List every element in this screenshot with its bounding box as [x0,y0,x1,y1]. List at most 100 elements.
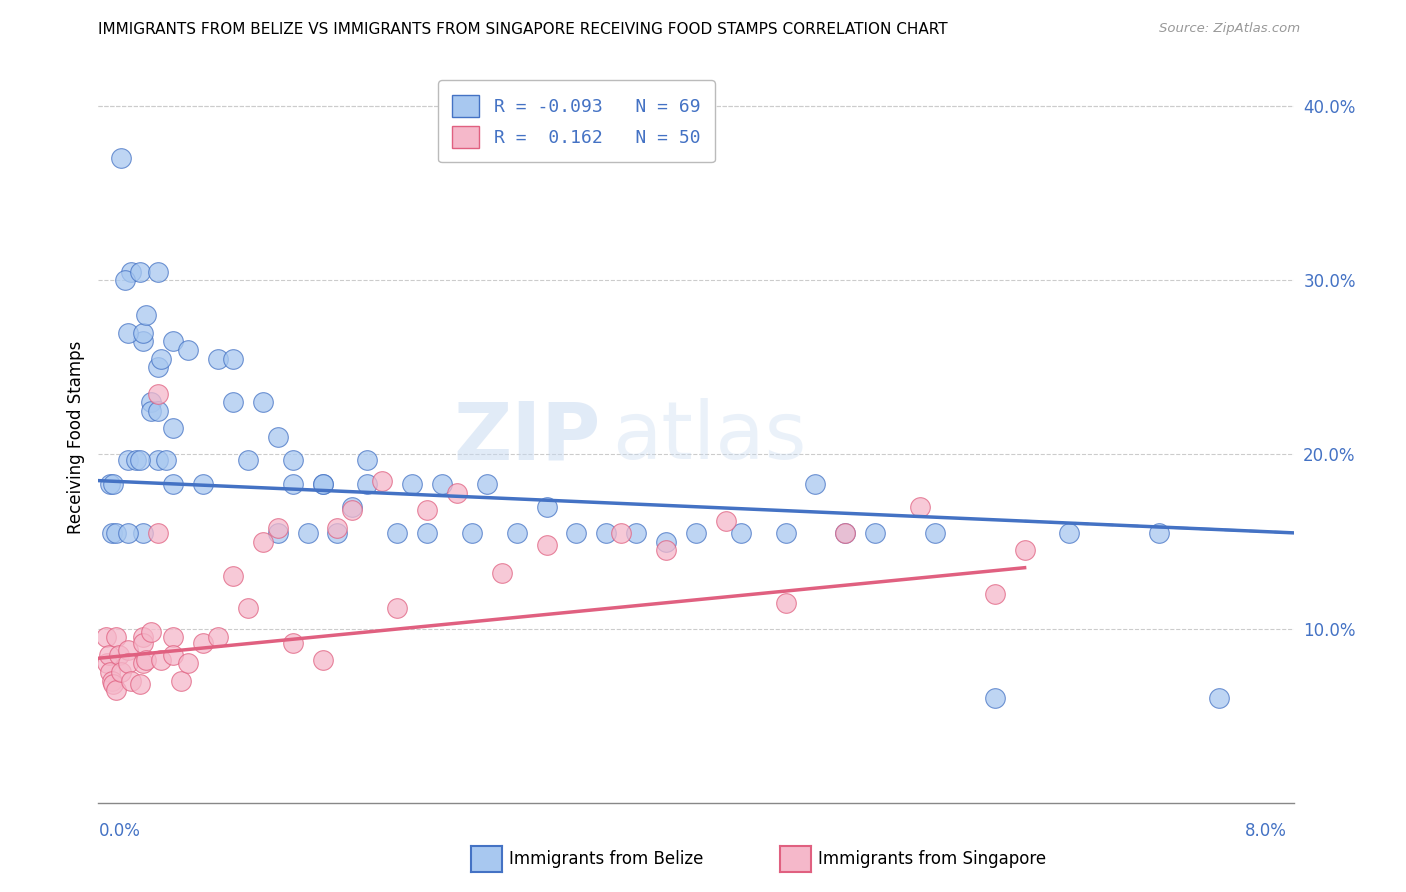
Point [97,648,120,662]
Point [117,642,139,657]
Point [132,326,155,340]
Point [139,395,162,409]
Point [177,343,200,357]
Point [105,631,128,645]
Point [385,525,409,540]
Point [155,452,177,467]
Point [1208,691,1230,706]
Point [132,525,155,540]
Point [148,386,170,401]
Point [132,657,155,671]
Point [129,677,152,691]
Point [117,326,139,340]
Point [804,477,827,491]
Point [252,534,274,549]
Point [565,525,588,540]
Point [983,587,1005,601]
Point [863,525,886,540]
Point [342,500,364,514]
Text: Source: ZipAtlas.com: Source: ZipAtlas.com [1160,22,1301,36]
Point [222,351,245,366]
Point [446,485,468,500]
Point [475,477,498,491]
Point [311,477,333,491]
Point [207,351,229,366]
Point [162,334,184,349]
Point [129,452,152,467]
Point [148,360,170,375]
Point [117,452,139,467]
Point [491,566,513,580]
Point [162,421,184,435]
Point [139,404,162,418]
Point [148,452,170,467]
Point [461,525,484,540]
Point [98,477,122,491]
Point [311,653,333,667]
Point [148,525,170,540]
Point [222,395,245,409]
Point [371,474,394,488]
Point [135,653,157,667]
Point [103,677,125,691]
Point [135,308,157,322]
Point [908,500,931,514]
Point [536,538,558,552]
Point [281,452,304,467]
Point [108,648,131,662]
Point [117,657,139,671]
Point [101,525,124,540]
Y-axis label: Receiving Food Stamps: Receiving Food Stamps [66,341,84,533]
Point [983,691,1005,706]
Text: 0.0%: 0.0% [98,822,141,839]
Point [730,525,752,540]
Point [120,673,142,688]
Point [169,673,191,688]
Point [326,521,349,535]
Point [162,477,184,491]
Text: Immigrants from Singapore: Immigrants from Singapore [818,850,1046,868]
Point [775,525,797,540]
Point [385,600,409,615]
Point [610,525,633,540]
Point [1059,525,1081,540]
Point [595,525,617,540]
Point [834,525,856,540]
Text: ZIP: ZIP [453,398,600,476]
Point [297,525,319,540]
Text: Immigrants from Belize: Immigrants from Belize [509,850,703,868]
Point [714,514,737,528]
Point [191,635,214,649]
Point [132,635,155,649]
Point [775,595,797,609]
Point [536,500,558,514]
Point [110,665,132,680]
Point [356,452,378,467]
Point [105,525,128,540]
Point [139,625,162,640]
Point [281,477,304,491]
Text: 8.0%: 8.0% [1244,822,1286,839]
Point [162,648,184,662]
Point [177,657,200,671]
Point [162,631,184,645]
Point [150,653,173,667]
Point [655,543,678,558]
Point [416,525,439,540]
Point [148,265,170,279]
Point [117,525,139,540]
Point [191,477,214,491]
Point [132,334,155,349]
Point [655,534,678,549]
Point [252,395,274,409]
Point [342,503,364,517]
Point [356,477,378,491]
Text: atlas: atlas [612,398,807,476]
Point [236,600,259,615]
Point [94,631,117,645]
Point [416,503,439,517]
Point [326,525,349,540]
Point [685,525,707,540]
Point [924,525,946,540]
Point [110,152,132,166]
